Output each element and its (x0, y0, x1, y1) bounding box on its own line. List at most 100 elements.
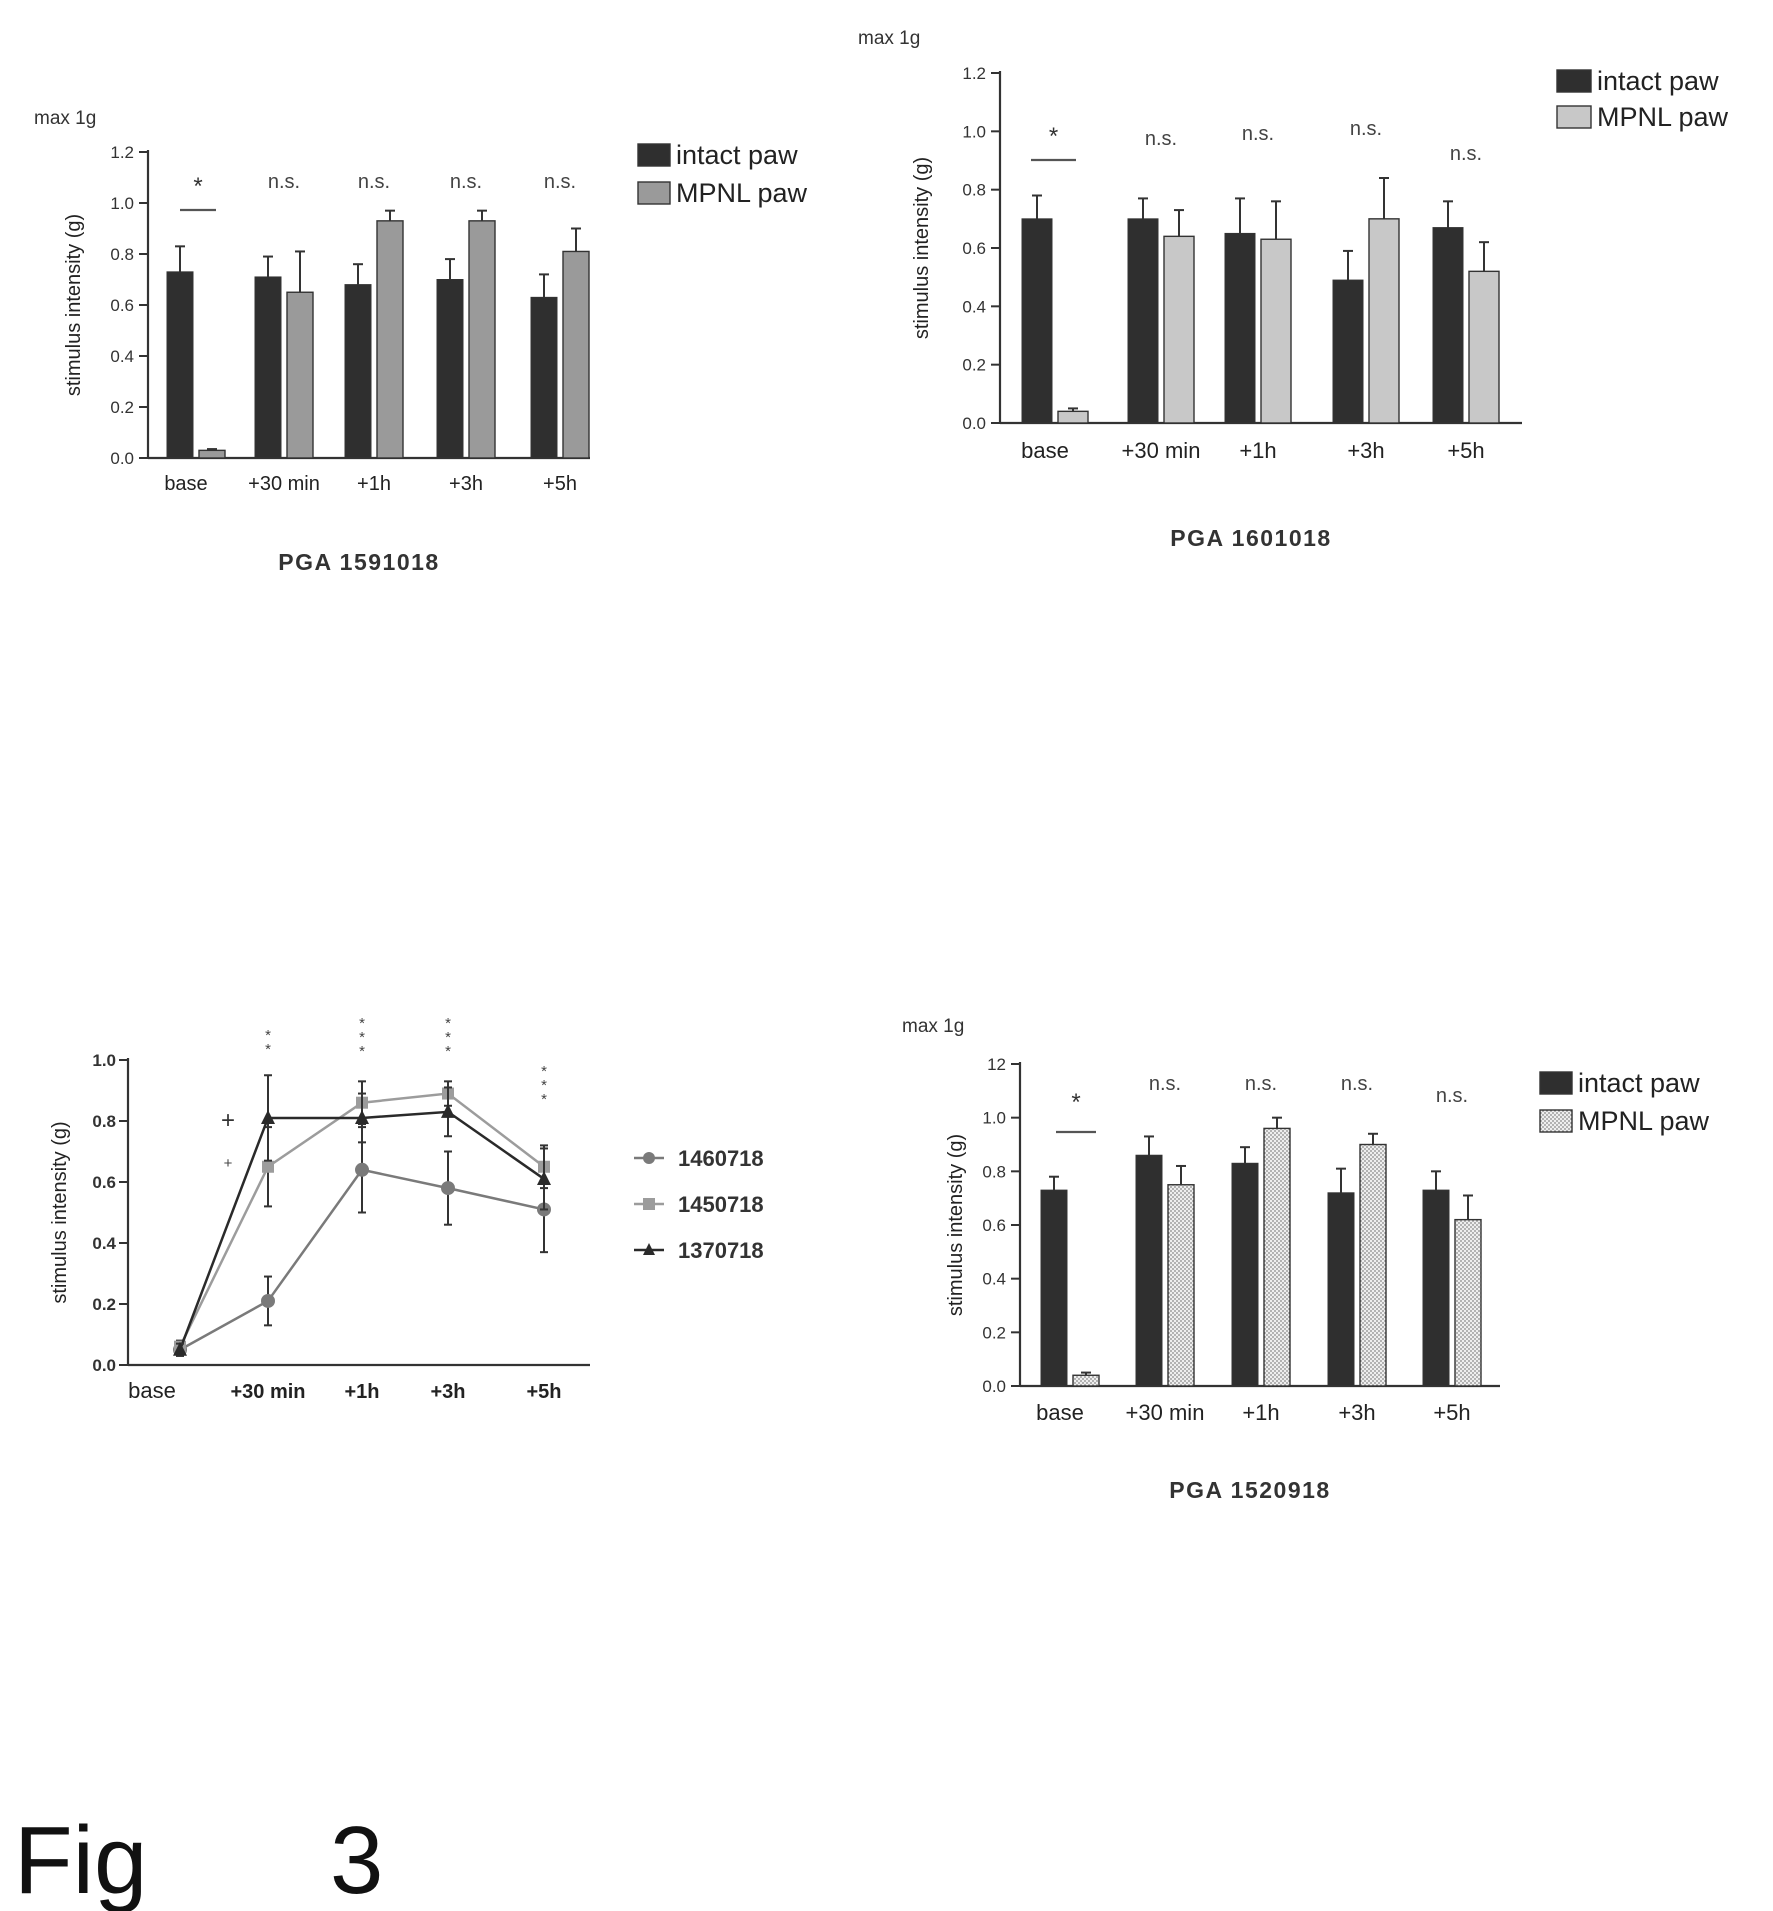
y-axis-title: stimulus intensity (g) (945, 1134, 967, 1316)
x-tick-label: +3h (1347, 438, 1384, 463)
annotation-star: * (541, 1063, 547, 1080)
x-tick-label: base (1021, 438, 1069, 463)
y-tick-label: 0.8 (982, 1162, 1006, 1181)
annotation-star: * (445, 1015, 451, 1032)
annotation-star: * (265, 1027, 271, 1044)
x-tick-label: +1h (344, 1381, 379, 1403)
x-tick-label: +5h (526, 1381, 561, 1403)
legend-marker (643, 1152, 655, 1164)
chart-panel-top-right: max 1g 0.0 0.2 0.4 0.6 0.8 1.0 1.2 stimulus inte… (858, 28, 1729, 551)
bar-mpnl (1072, 1374, 1100, 1387)
y-tick-label: 0.8 (92, 1112, 116, 1131)
figure-number: 3 (330, 1807, 383, 1911)
data-point (261, 1109, 275, 1124)
data-point (441, 1103, 455, 1118)
legend-label: 1370718 (678, 1238, 764, 1263)
max-stimulus-note: max 1g (34, 108, 96, 129)
legend-label: intact paw (1597, 66, 1719, 96)
panel-title: PGA 1601018 (1170, 525, 1331, 551)
data-point (441, 1181, 455, 1196)
bar-mpnl (1263, 1127, 1291, 1387)
x-tick-label: +3h (449, 473, 483, 495)
annotation-star: * (445, 1043, 451, 1060)
annotation-star: * (541, 1091, 547, 1108)
annotation-plus: + (224, 1155, 233, 1172)
y-tick-label: 0.4 (92, 1234, 116, 1253)
x-tick-label: +3h (430, 1381, 465, 1403)
y-tick-label: 1.0 (982, 1109, 1006, 1128)
y-tick-label: 0.6 (962, 239, 986, 258)
y-tick-label: 12 (987, 1055, 1006, 1074)
x-tick-label: +5h (543, 473, 577, 495)
bar-intact (1040, 1189, 1068, 1387)
x-tick-label: +5h (1447, 438, 1484, 463)
bar-mpnl (376, 220, 404, 459)
bar-mpnl (562, 250, 590, 459)
y-tick-label: 1.2 (110, 143, 134, 162)
y-tick-label: 0.6 (92, 1173, 116, 1192)
legend-marker (643, 1243, 655, 1255)
y-tick-label: 1.0 (962, 122, 986, 141)
significance-star: * (193, 173, 202, 200)
legend-label: MPNL paw (676, 178, 808, 208)
bar-mpnl (1359, 1143, 1387, 1387)
data-point (173, 1341, 187, 1356)
bar-intact (1021, 218, 1053, 424)
y-tick-label: 0.4 (110, 347, 134, 366)
legend-swatch-intact (637, 143, 671, 167)
x-tick-label: +5h (1433, 1400, 1470, 1425)
x-tick-label: +1h (1242, 1400, 1279, 1425)
bar-intact (1327, 1192, 1355, 1387)
chart-panel-bottom-right: max 1g 0.0 0.2 0.4 0.6 0.8 1.0 12 stimulus inten… (902, 1016, 1710, 1503)
y-tick-label: 0.8 (110, 245, 134, 264)
annotation-star: * (541, 1077, 547, 1094)
bar-intact (254, 276, 282, 459)
legend-label: MPNL paw (1578, 1106, 1710, 1136)
significance-label: n.s. (1242, 123, 1274, 145)
x-tick-label: +1h (1239, 438, 1276, 463)
bar-mpnl (198, 449, 226, 459)
max-stimulus-note: max 1g (902, 1016, 964, 1037)
significance-label: n.s. (544, 171, 576, 193)
bar-intact (1422, 1189, 1450, 1387)
significance-label: n.s. (1341, 1073, 1373, 1095)
x-tick-label: +3h (1338, 1400, 1375, 1425)
legend-label: 1450718 (678, 1192, 764, 1217)
annotation-star: * (359, 1015, 365, 1032)
chart-panel-bottom-left: 0.0 0.2 0.4 0.6 0.8 1.0 stimulus intensity (g)… (49, 1015, 764, 1403)
x-tick-label: base (164, 473, 207, 495)
x-tick-label: +30 min (248, 473, 320, 495)
bar-mpnl (1468, 270, 1500, 424)
bar-mpnl (1057, 410, 1089, 424)
x-tick-label: base (128, 1378, 176, 1403)
bar-intact (436, 279, 464, 459)
y-tick-label: 0.0 (962, 414, 986, 433)
bar-mpnl (1260, 238, 1292, 424)
max-stimulus-note: max 1g (858, 28, 920, 49)
bar-mpnl (1167, 1184, 1195, 1387)
significance-star: * (1071, 1089, 1080, 1116)
bar-intact (1135, 1154, 1163, 1387)
legend-swatch-intact (1556, 69, 1592, 93)
bar-mpnl (1163, 235, 1195, 424)
significance-label: n.s. (1436, 1085, 1468, 1107)
y-tick-label: 0.6 (110, 296, 134, 315)
bar-intact (1231, 1162, 1259, 1387)
annotation-star: * (445, 1029, 451, 1046)
y-axis-title: stimulus intensity (g) (49, 1121, 71, 1303)
significance-label: n.s. (358, 171, 390, 193)
y-tick-label: 0.0 (92, 1356, 116, 1375)
significance-label: n.s. (450, 171, 482, 193)
figure-label: Fig (14, 1807, 147, 1911)
y-tick-label: 0.2 (962, 356, 986, 375)
significance-label: n.s. (1450, 143, 1482, 165)
data-point (355, 1162, 369, 1177)
data-point (355, 1109, 369, 1124)
y-tick-label: 0.2 (92, 1295, 116, 1314)
bar-intact (530, 296, 558, 459)
legend-swatch-intact (1539, 1071, 1573, 1095)
significance-label: n.s. (1245, 1073, 1277, 1095)
y-tick-label: 0.2 (982, 1323, 1006, 1342)
y-tick-label: 0.6 (982, 1216, 1006, 1235)
x-tick-label: +30 min (1126, 1400, 1205, 1425)
